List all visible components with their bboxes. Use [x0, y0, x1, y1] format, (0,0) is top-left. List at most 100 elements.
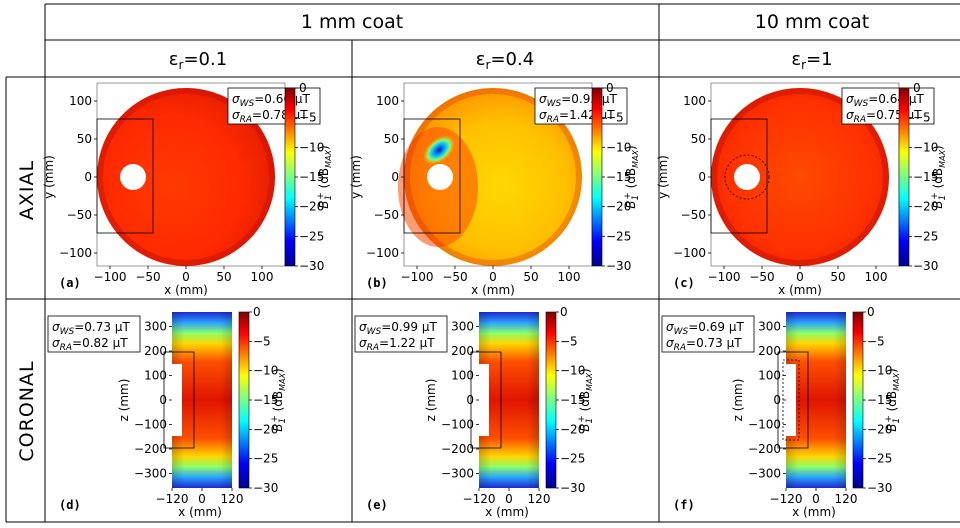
colorbar-tick-label: −30 — [867, 481, 892, 495]
y-axis-label: z (mm) — [117, 379, 131, 422]
y-tick-label: 200 — [144, 344, 167, 358]
sigma-ra: σRA=0.82 µT — [52, 336, 128, 353]
y-axis-label: z (mm) — [731, 379, 745, 422]
x-axis-label: x (mm) — [178, 505, 222, 519]
x-tick-label: −50 — [135, 270, 160, 284]
roi-rectangle — [777, 351, 809, 449]
colorbar-tick-label: −30 — [560, 481, 585, 495]
x-tick-label: 100 — [251, 270, 274, 284]
y-axis-label: y (mm) — [349, 155, 363, 199]
sigma-ws: σWS=0.66 µT — [232, 92, 310, 109]
x-tick-label: 100 — [865, 270, 888, 284]
x-tick-label: −100 — [708, 270, 741, 284]
y-axis-label: z (mm) — [424, 379, 438, 422]
y-tick-label: 100 — [69, 94, 92, 108]
y-tick-label: −300 — [441, 467, 474, 481]
colorbar-tick-label: −25 — [867, 452, 892, 466]
y-tick-label: −300 — [134, 467, 167, 481]
colorbar-tick-label: −25 — [606, 229, 631, 243]
colorbar-tick-label: −15 — [299, 170, 324, 184]
y-tick-label: −200 — [441, 442, 474, 456]
panel-id: (c) — [673, 276, 695, 290]
colorbar-tick-label: −20 — [913, 200, 938, 214]
colorbar-tick-label: −10 — [560, 364, 585, 378]
colorbar-tick-label: −15 — [913, 170, 938, 184]
y-tick-label: 100 — [758, 369, 781, 383]
colorbar-tick-label: −15 — [606, 170, 631, 184]
axial-rim — [404, 88, 582, 266]
colorbar-tick-label: −25 — [560, 452, 585, 466]
x-tick-label: −100 — [94, 270, 127, 284]
roi-rectangle — [163, 351, 195, 449]
colorbar-tick-label: −10 — [867, 364, 892, 378]
y-tick-label: 0 — [159, 393, 167, 407]
x-tick-label: 0 — [796, 270, 804, 284]
y-tick-label: 100 — [144, 369, 167, 383]
colorbar-label: B1+ (dBMAX) — [884, 368, 902, 431]
colorbar-tick-label: −5 — [913, 111, 931, 125]
row-label-axial: AXIAL — [16, 160, 38, 220]
sigma-ws: σWS=0.93 µT — [539, 92, 617, 109]
x-tick-label: 0 — [198, 492, 206, 506]
colorbar-tick-label: −15 — [867, 393, 892, 407]
colorbar-scale — [852, 311, 864, 489]
y-axis-label: y (mm) — [656, 155, 670, 199]
sigma-ra: σRA=1.22 µT — [359, 336, 435, 353]
colorbar-tick-label: −20 — [299, 200, 324, 214]
coat-outline — [724, 154, 770, 200]
panel-id: (e) — [366, 498, 388, 512]
table-grid — [5, 3, 960, 523]
colorbar-label: B1+ (dBMAX) — [623, 145, 641, 208]
colorbar-tick-label: −30 — [299, 259, 324, 273]
x-tick-label: 100 — [558, 270, 581, 284]
colorbar-tick-label: −5 — [867, 334, 885, 348]
y-tick-label: 50 — [384, 132, 399, 146]
x-axis-label: x (mm) — [485, 505, 529, 519]
x-tick-label: 50 — [216, 270, 231, 284]
x-tick-label: 50 — [523, 270, 538, 284]
colorbar-label: B1+ (dBMAX) — [930, 145, 948, 208]
axial-field-map — [711, 88, 889, 266]
colorbar: 0 −5 −10 −15 −20 −25 −30 B1+ (dBMAX) — [852, 305, 902, 495]
panel-id: (b) — [366, 276, 388, 290]
colorbar-scale — [898, 87, 910, 267]
colorbar-tick-label: −5 — [606, 111, 624, 125]
epsilon-headers: εr=0.1 εr=0.4 εr=1 — [169, 49, 833, 72]
y-tick-label: −100 — [134, 418, 167, 432]
colorbar-tick-label: 0 — [560, 305, 568, 319]
sigma-ws: σWS=0.99 µT — [359, 320, 437, 337]
x-tick-label: 50 — [830, 270, 845, 284]
panel-id: (a) — [59, 276, 81, 290]
colorbar: 0 −5 −10 −15 −20 −25 −30 B1+ (dBMAX) — [591, 81, 641, 273]
y-tick-label: −100 — [748, 418, 781, 432]
colorbar-tick-label: −10 — [299, 140, 324, 154]
colorbar-tick-label: −25 — [253, 452, 278, 466]
colorbar-tick-label: −5 — [253, 334, 271, 348]
colorbar-tick-label: −20 — [867, 422, 892, 436]
x-axis-label: x (mm) — [778, 283, 822, 297]
colorbar-tick-label: −30 — [913, 259, 938, 273]
roi-rectangle — [470, 351, 502, 449]
implant-hole — [734, 164, 760, 190]
row-label-coronal: CORONAL — [16, 360, 38, 461]
x-tick-label: 0 — [182, 270, 190, 284]
implant — [172, 364, 182, 436]
y-tick-label: −300 — [748, 467, 781, 481]
implant — [786, 364, 796, 436]
x-tick-label: −120 — [770, 492, 803, 506]
panel-id: (f) — [673, 498, 695, 512]
y-tick-label: 300 — [144, 320, 167, 334]
colorbar-tick-label: −5 — [299, 111, 317, 125]
y-tick-label: 50 — [77, 132, 92, 146]
axial-rim — [97, 88, 275, 266]
x-tick-label: 0 — [812, 492, 820, 506]
implant-hole — [120, 164, 146, 190]
x-tick-label: 120 — [835, 492, 858, 506]
